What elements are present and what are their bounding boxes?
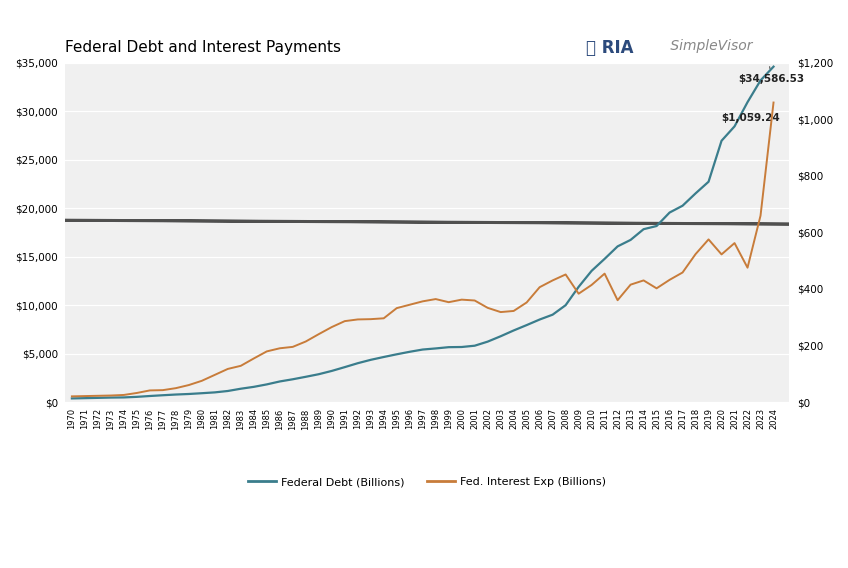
Fed. Interest Exp (Billions) xyxy=(236,362,246,369)
Federal Debt (Billions) xyxy=(768,63,778,70)
Legend: Federal Debt (Billions), Fed. Interest Exp (Billions): Federal Debt (Billions), Fed. Interest E… xyxy=(243,473,611,491)
Text: Federal Debt and Interest Payments: Federal Debt and Interest Payments xyxy=(65,40,342,55)
Fed. Interest Exp (Billions) xyxy=(756,212,766,219)
Line: Federal Debt (Billions): Federal Debt (Billions) xyxy=(72,66,773,398)
Fed. Interest Exp (Billions) xyxy=(768,99,778,106)
Federal Debt (Billions) xyxy=(145,392,155,399)
Fed. Interest Exp (Billions) xyxy=(197,377,207,384)
Federal Debt (Billions) xyxy=(197,390,207,396)
Fed. Interest Exp (Billions) xyxy=(67,393,77,400)
Federal Debt (Billions) xyxy=(326,367,337,374)
Federal Debt (Billions) xyxy=(236,385,246,392)
Text: SimpleVisor: SimpleVisor xyxy=(666,39,752,53)
Federal Debt (Billions) xyxy=(690,190,700,197)
Fed. Interest Exp (Billions) xyxy=(326,324,337,331)
Fed. Interest Exp (Billions) xyxy=(145,387,155,394)
Federal Debt (Billions) xyxy=(67,395,77,402)
Fed. Interest Exp (Billions) xyxy=(690,250,700,257)
Text: $1,059.24: $1,059.24 xyxy=(722,113,780,123)
Federal Debt (Billions) xyxy=(756,77,766,84)
Ellipse shape xyxy=(0,98,848,350)
Text: ⮧ RIA: ⮧ RIA xyxy=(587,39,634,57)
Text: $34,586.53: $34,586.53 xyxy=(739,66,805,84)
Line: Fed. Interest Exp (Billions): Fed. Interest Exp (Billions) xyxy=(72,103,773,396)
